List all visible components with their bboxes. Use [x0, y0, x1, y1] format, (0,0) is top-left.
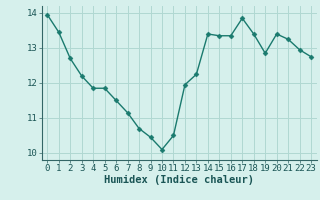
X-axis label: Humidex (Indice chaleur): Humidex (Indice chaleur) [104, 175, 254, 185]
